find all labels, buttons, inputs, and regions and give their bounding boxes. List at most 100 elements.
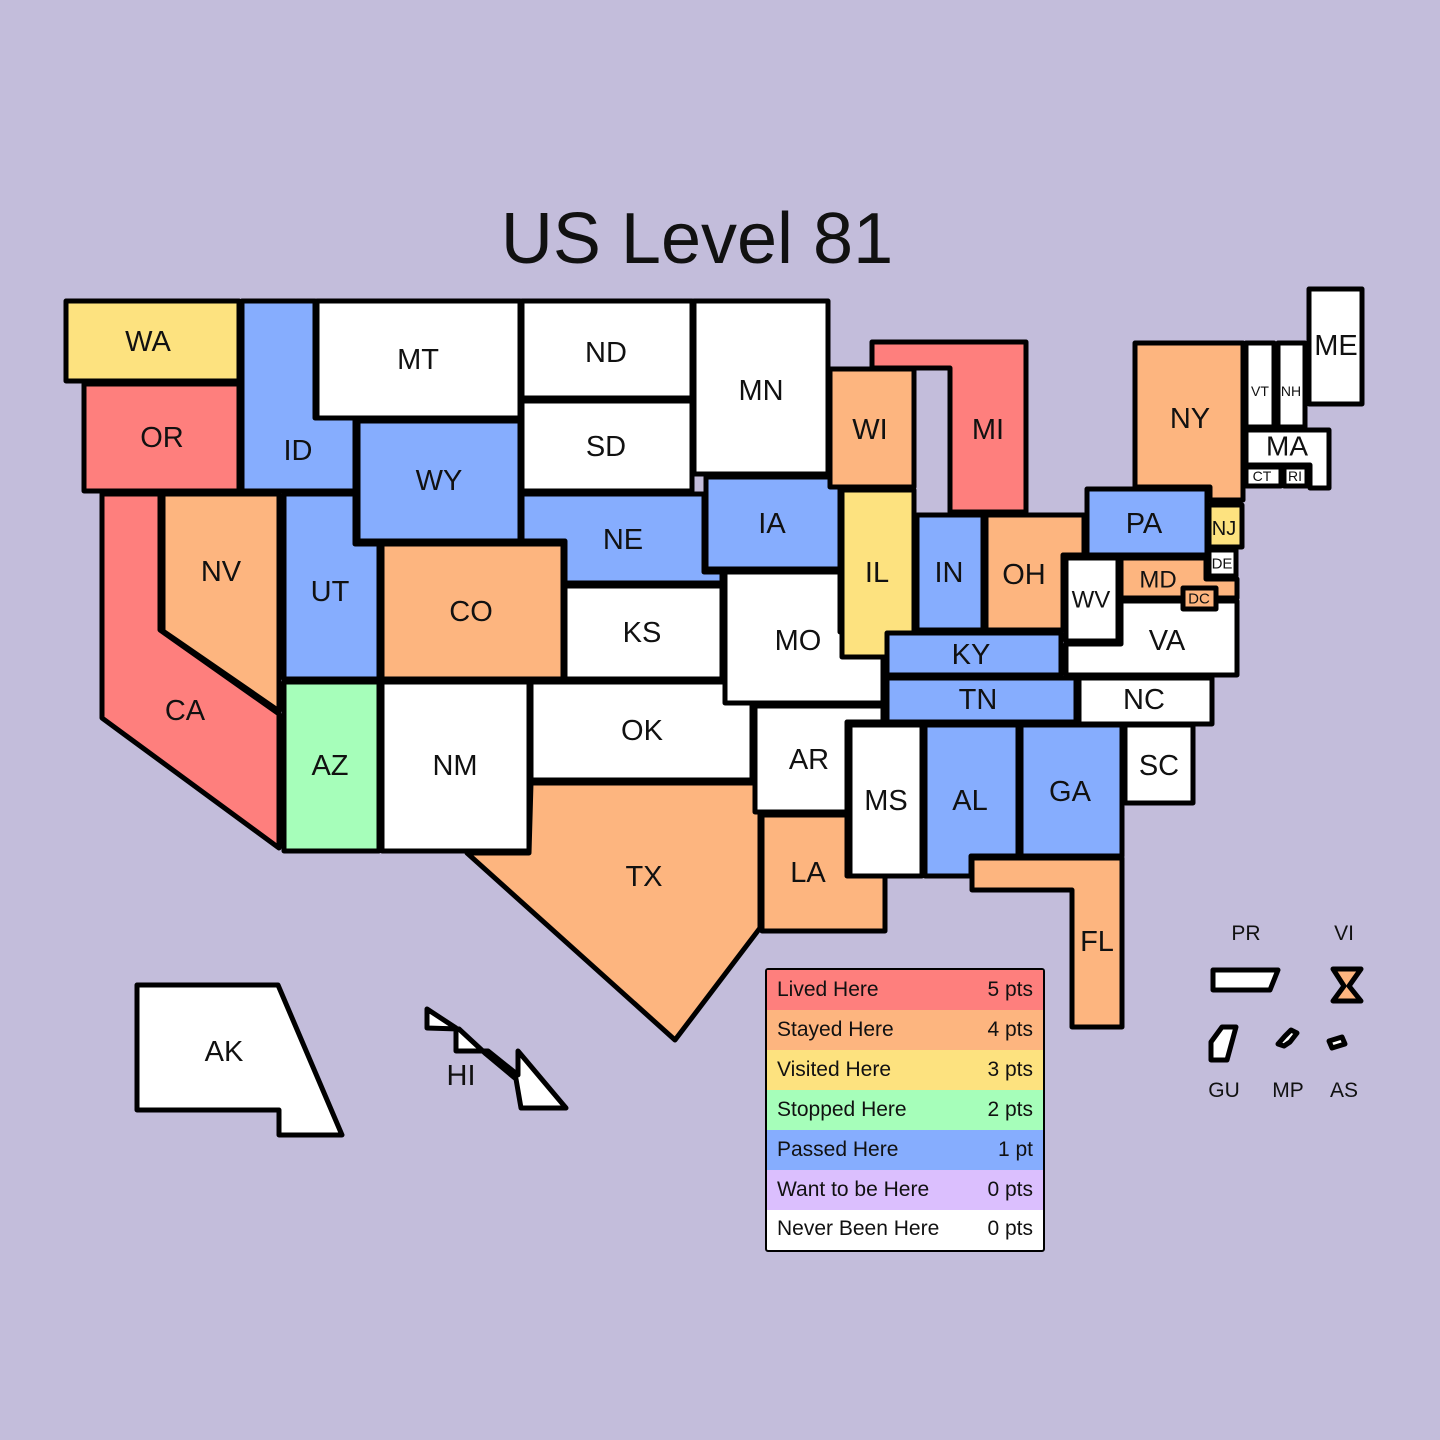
state-wv[interactable] — [1063, 555, 1121, 644]
state-sd[interactable] — [519, 398, 695, 494]
legend-points: 5 pts — [987, 978, 1033, 1001]
territory-gu[interactable] — [1208, 1024, 1239, 1063]
state-vt[interactable] — [1243, 340, 1277, 430]
state-ca[interactable] — [99, 491, 282, 851]
territory-label-as: AS — [1330, 1079, 1358, 1102]
state-ut[interactable] — [281, 491, 382, 682]
state-label-nm: NM — [432, 750, 477, 782]
legend-row-passed: Passed Here 1 pt — [767, 1130, 1043, 1170]
state-label-wy: WY — [416, 465, 463, 497]
legend-points: 0 pts — [987, 1178, 1033, 1201]
state-tn[interactable] — [884, 675, 1079, 725]
state-wa[interactable] — [63, 298, 242, 384]
state-label-ri: RI — [1288, 468, 1302, 484]
state-label-az: AZ — [311, 750, 348, 782]
legend-label: Visited Here — [777, 1058, 892, 1081]
state-label-dc: DC — [1188, 591, 1210, 608]
state-label-vt: VT — [1251, 383, 1269, 399]
state-nj[interactable] — [1206, 502, 1245, 550]
state-ct[interactable] — [1243, 464, 1284, 489]
state-hi[interactable] — [424, 1006, 569, 1111]
legend-points: 1 pt — [997, 1138, 1033, 1161]
state-nc[interactable] — [1076, 675, 1215, 727]
state-dc[interactable] — [1180, 585, 1219, 612]
state-label-or: OR — [140, 422, 184, 454]
state-label-mt: MT — [397, 344, 439, 376]
state-label-va: VA — [1149, 625, 1186, 657]
state-ok[interactable] — [528, 679, 755, 783]
state-label-mo: MO — [775, 625, 822, 657]
territory-label-vi: VI — [1334, 922, 1354, 945]
legend-row-stayed: Stayed Here 4 pts — [767, 1010, 1043, 1050]
state-label-me: ME — [1314, 330, 1358, 362]
state-label-nv: NV — [201, 556, 242, 588]
state-de[interactable] — [1206, 547, 1239, 579]
state-label-ne: NE — [603, 524, 643, 556]
state-label-md: MD — [1139, 567, 1176, 594]
state-ar[interactable] — [752, 703, 886, 815]
state-oh[interactable] — [983, 512, 1087, 633]
state-label-al: AL — [952, 785, 987, 817]
state-label-nd: ND — [585, 337, 627, 369]
territory-as[interactable] — [1326, 1034, 1348, 1051]
state-label-nj: NJ — [1212, 518, 1236, 540]
legend-label: Stayed Here — [777, 1018, 894, 1041]
territories-layer: PR VI GU MP AS — [1208, 922, 1364, 1102]
state-label-ak: AK — [205, 1036, 244, 1068]
legend-label: Stopped Here — [777, 1098, 907, 1121]
legend-row-never: Never Been Here 0 pts — [767, 1210, 1043, 1248]
state-mi[interactable] — [869, 339, 1029, 515]
state-label-ny: NY — [1170, 403, 1210, 435]
territory-label-gu: GU — [1208, 1079, 1240, 1102]
state-label-ga: GA — [1049, 776, 1092, 808]
state-label-id: ID — [284, 435, 313, 467]
territory-pr[interactable] — [1210, 967, 1281, 993]
labels-layer: WA OR CA NV ID MT WY UT AZ CO NM ND SD NE KS OK TX MN IA MO… — [125, 326, 1358, 1092]
states-layer — [63, 286, 1365, 1138]
state-ak[interactable] — [134, 982, 345, 1138]
state-label-ut: UT — [311, 576, 350, 608]
state-label-de: DE — [1212, 556, 1233, 573]
state-va[interactable] — [1063, 598, 1240, 678]
state-label-co: CO — [449, 596, 493, 628]
state-ky[interactable] — [884, 630, 1064, 678]
state-ks[interactable] — [562, 583, 725, 682]
state-label-la: LA — [790, 857, 826, 889]
state-label-wv: WV — [1072, 587, 1111, 614]
state-label-pa: PA — [1126, 508, 1163, 540]
state-me[interactable] — [1306, 286, 1365, 407]
map-title: US Level 81 — [501, 199, 893, 279]
territory-label-pr: PR — [1231, 922, 1260, 945]
legend: Lived Here 5 pts Stayed Here 4 pts Visit… — [765, 968, 1045, 1252]
state-az[interactable] — [281, 679, 382, 854]
state-label-wi: WI — [852, 414, 887, 446]
state-or[interactable] — [81, 381, 242, 494]
state-in[interactable] — [914, 512, 986, 633]
state-label-tn: TN — [959, 684, 998, 716]
state-ri[interactable] — [1281, 464, 1310, 489]
state-nh[interactable] — [1275, 340, 1308, 430]
territory-vi[interactable] — [1330, 966, 1364, 1004]
legend-label: Never Been Here — [777, 1217, 940, 1240]
legend-label: Passed Here — [777, 1138, 899, 1161]
state-label-mn: MN — [738, 375, 783, 407]
state-ny[interactable] — [1132, 340, 1246, 503]
state-label-sc: SC — [1139, 750, 1179, 782]
state-label-hi: HI — [447, 1060, 476, 1092]
state-label-ct: CT — [1253, 468, 1272, 484]
legend-label: Want to be Here — [777, 1178, 930, 1201]
legend-points: 3 pts — [987, 1058, 1033, 1081]
state-label-ky: KY — [952, 639, 991, 671]
state-label-in: IN — [935, 557, 964, 589]
territory-label-mp: MP — [1272, 1079, 1304, 1102]
state-ms[interactable] — [847, 722, 925, 879]
state-nv[interactable] — [160, 491, 282, 714]
legend-row-stopped: Stopped Here 2 pts — [767, 1090, 1043, 1130]
state-fl[interactable] — [969, 855, 1125, 1030]
legend-row-lived: Lived Here 5 pts — [767, 970, 1043, 1010]
legend-row-visited: Visited Here 3 pts — [767, 1050, 1043, 1090]
legend-points: 4 pts — [987, 1018, 1033, 1041]
state-label-nc: NC — [1123, 684, 1165, 716]
state-label-mi: MI — [972, 414, 1004, 446]
territory-mp[interactable] — [1275, 1027, 1300, 1049]
